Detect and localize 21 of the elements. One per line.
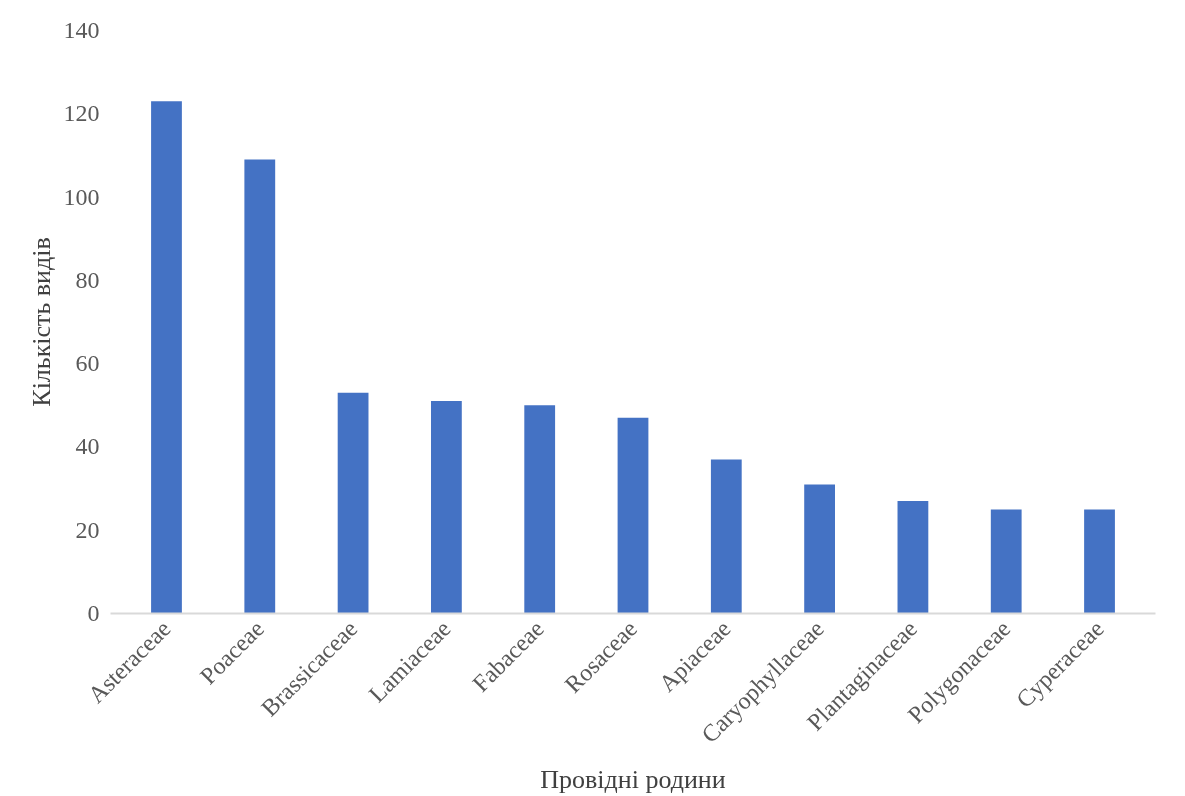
bar xyxy=(337,392,369,614)
y-tick-label: 60 xyxy=(75,350,100,377)
bar xyxy=(897,501,929,614)
bar xyxy=(151,101,182,614)
bar xyxy=(990,509,1022,614)
y-tick-label: 40 xyxy=(75,433,100,460)
y-tick-label: 0 xyxy=(87,600,100,626)
bar xyxy=(710,459,742,614)
bar xyxy=(617,417,649,614)
y-tick-label: 120 xyxy=(63,100,100,127)
bar xyxy=(804,484,835,614)
y-tick-label: 140 xyxy=(63,17,100,43)
y-tick-label: 100 xyxy=(63,183,100,210)
bar xyxy=(431,401,462,614)
x-axis-title: Провідні родини xyxy=(540,764,726,794)
y-tick-label: 80 xyxy=(75,266,100,293)
bar xyxy=(524,405,556,614)
y-tick-label: 20 xyxy=(75,516,100,543)
y-axis-title: Кількість видів xyxy=(26,237,56,407)
bar xyxy=(1084,509,1115,614)
bar xyxy=(244,159,276,614)
